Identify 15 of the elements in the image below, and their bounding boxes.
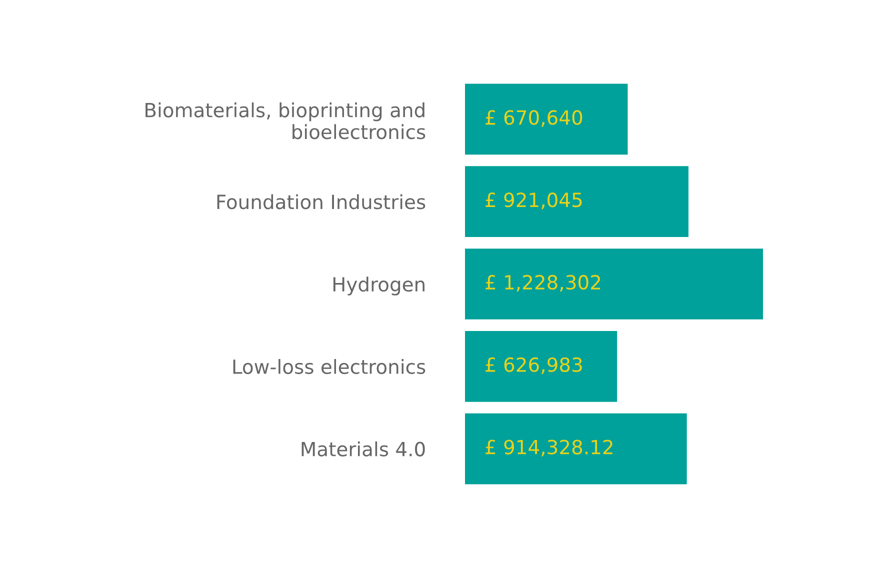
bar — [465, 84, 628, 155]
data-label: £ 921,045 — [486, 192, 582, 210]
y-tick-label: Foundation Industries — [217, 194, 426, 210]
y-tick-label: Hydrogen — [333, 276, 424, 296]
y-tick-label: Materials 4.0 — [302, 441, 425, 456]
bar — [465, 166, 688, 238]
bar — [465, 330, 618, 402]
data-label: £ 1,228,302 — [486, 274, 600, 292]
data-label: £ 626,983 — [486, 357, 582, 374]
y-tick-label: Low-loss electronics — [233, 359, 426, 374]
data-label: £ 670,640 — [486, 110, 582, 127]
bar — [465, 413, 687, 484]
y-tick-label: Biomaterials, bioprinting and bioelectronics — [146, 102, 426, 140]
data-label: £ 914,328.12 — [486, 440, 612, 456]
bar — [465, 248, 763, 320]
